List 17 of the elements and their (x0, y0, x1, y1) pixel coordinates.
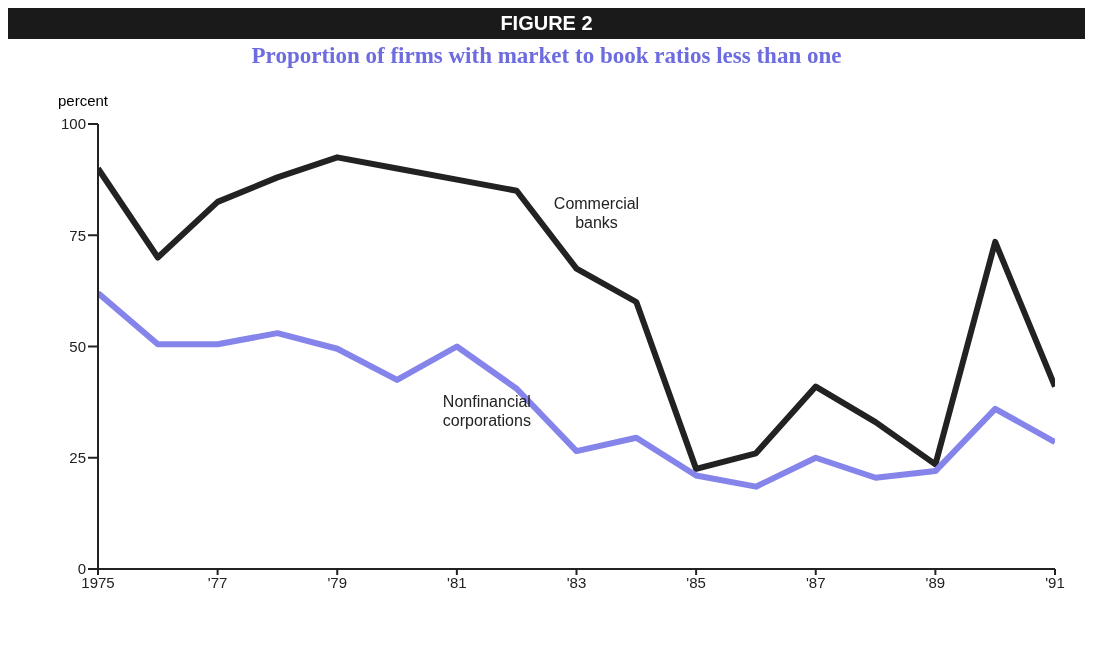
chart-subtitle: Proportion of firms with market to book ratios less than one (250, 43, 843, 69)
x-tick-label: '83 (566, 573, 587, 591)
y-tick-label: 50 (69, 337, 86, 355)
y-tick-label: 25 (69, 449, 86, 467)
series-label: Commercial banks (553, 194, 640, 231)
x-tick-label: '87 (805, 573, 826, 591)
y-tick-label: 100 (60, 115, 86, 133)
x-tick-label: '89 (925, 573, 946, 591)
x-tick-label: '85 (686, 573, 706, 591)
y-tick-label: 75 (69, 226, 86, 244)
x-tick-label: '79 (327, 573, 348, 591)
x-tick-label: '77 (207, 573, 228, 591)
y-axis-title: percent (58, 92, 109, 109)
x-tick-label: '91 (1045, 573, 1065, 591)
series-label: Nonfinancial corporations (442, 392, 531, 429)
x-tick-label: '81 (447, 573, 467, 591)
chart-title: FIGURE 2 (8, 8, 1085, 39)
